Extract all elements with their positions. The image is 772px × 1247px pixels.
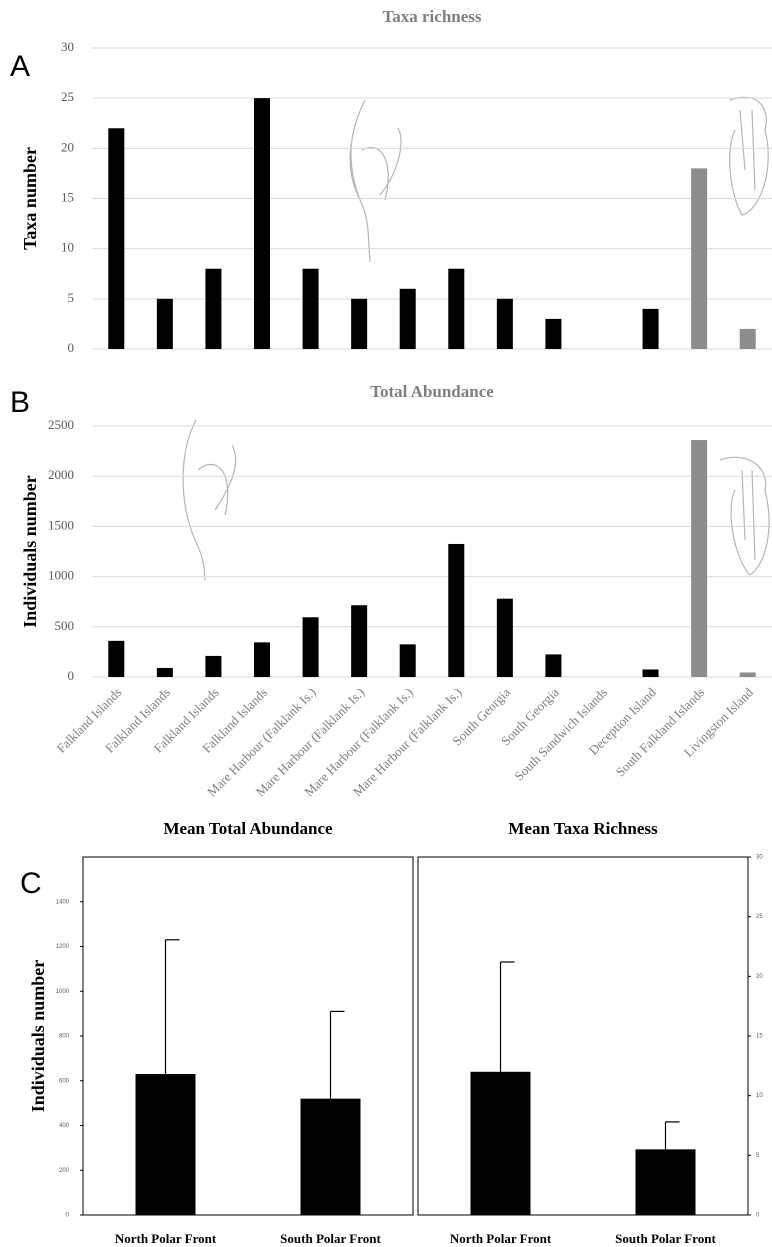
- bar: [400, 289, 416, 349]
- bar: [497, 599, 513, 677]
- y-tick-label: 5: [756, 1153, 760, 1159]
- y-axis-label: Individuals number: [20, 475, 40, 628]
- y-tick-label: 15: [756, 1034, 763, 1040]
- y-tick-label: 30: [756, 855, 763, 861]
- bar: [351, 605, 367, 677]
- bar: [448, 269, 464, 349]
- y-axis-label: Taxa number: [20, 147, 40, 250]
- plot-frame: [418, 857, 748, 1215]
- y-tick-label: 0: [756, 1213, 760, 1219]
- bar: [691, 168, 707, 349]
- y-tick-label: 1000: [56, 989, 70, 995]
- x-tick-label: North Polar Front: [450, 1231, 552, 1246]
- plot-frame: [83, 857, 413, 1215]
- illustrations: [183, 97, 769, 580]
- bar: [545, 319, 561, 349]
- x-tick-label: South Falkland Islands: [613, 685, 708, 780]
- y-tick-label: 10: [61, 240, 74, 255]
- bar: [400, 644, 416, 677]
- bar: [303, 617, 319, 677]
- chart-title: Mean Total Abundance: [163, 819, 333, 838]
- y-tick-label: 10: [756, 1093, 763, 1099]
- holothurian-b: [720, 457, 769, 575]
- y-tick-label: 30: [61, 39, 74, 54]
- y-tick-label: 500: [55, 618, 75, 633]
- y-tick-label: 2500: [48, 417, 74, 432]
- y-tick-label: 0: [68, 340, 75, 355]
- x-tick-label: South Polar Front: [280, 1231, 381, 1246]
- holothurian-a: [730, 97, 769, 215]
- y-tick-label: 600: [59, 1078, 70, 1084]
- y-tick-label: 25: [61, 89, 74, 104]
- y-tick-label: 15: [61, 189, 74, 204]
- y-tick-label: 0: [68, 668, 75, 683]
- bar: [351, 299, 367, 349]
- y-tick-label: 1500: [48, 517, 74, 532]
- bar: [157, 299, 173, 349]
- bar: [108, 641, 124, 677]
- bar: [497, 299, 513, 349]
- seaweed-b: [183, 420, 236, 580]
- bar: [691, 440, 707, 677]
- panel-label: A: [10, 50, 30, 83]
- chart-title: Mean Taxa Richness: [508, 819, 658, 838]
- x-tick-label: North Polar Front: [115, 1231, 217, 1246]
- y-tick-label: 0: [66, 1213, 70, 1219]
- bar: [471, 1072, 531, 1215]
- figure: Taxa richness A Taxa number 0 5 10 15 20 25 30 Tot…: [0, 0, 772, 1247]
- bar: [301, 1099, 361, 1215]
- y-tick-label: 200: [59, 1168, 70, 1174]
- chart-title: Taxa richness: [382, 7, 481, 26]
- y-tick-label: 1400: [56, 899, 70, 905]
- bar: [636, 1149, 696, 1215]
- bar: [740, 329, 756, 349]
- bar: [205, 269, 221, 349]
- chart-title: Total Abundance: [370, 382, 494, 401]
- y-axis-label: Individuals number: [28, 960, 48, 1113]
- bar: [740, 672, 756, 677]
- y-tick-label: 800: [59, 1034, 70, 1040]
- bar: [545, 654, 561, 677]
- panel-label: C: [20, 867, 42, 900]
- bar: [157, 668, 173, 677]
- bar: [254, 642, 270, 677]
- bar: [254, 98, 270, 349]
- bar: [643, 669, 659, 677]
- y-tick-label: 5: [68, 290, 75, 305]
- y-tick-label: 20: [61, 139, 74, 154]
- seaweed-a: [350, 100, 401, 262]
- y-tick-label: 25: [756, 914, 763, 920]
- x-tick-label: South Polar Front: [615, 1231, 716, 1246]
- bar: [108, 128, 124, 349]
- bar: [643, 309, 659, 349]
- x-tick-label: South Sandwich Islands: [511, 685, 610, 784]
- y-tick-label: 1000: [48, 568, 74, 583]
- y-tick-label: 20: [756, 974, 763, 980]
- bar: [136, 1074, 196, 1215]
- panel-label: B: [10, 386, 30, 419]
- bar: [303, 269, 319, 349]
- bar: [448, 544, 464, 677]
- y-tick-label: 1200: [56, 944, 70, 950]
- y-tick-label: 400: [59, 1123, 70, 1129]
- bar: [205, 656, 221, 677]
- y-tick-label: 2000: [48, 467, 74, 482]
